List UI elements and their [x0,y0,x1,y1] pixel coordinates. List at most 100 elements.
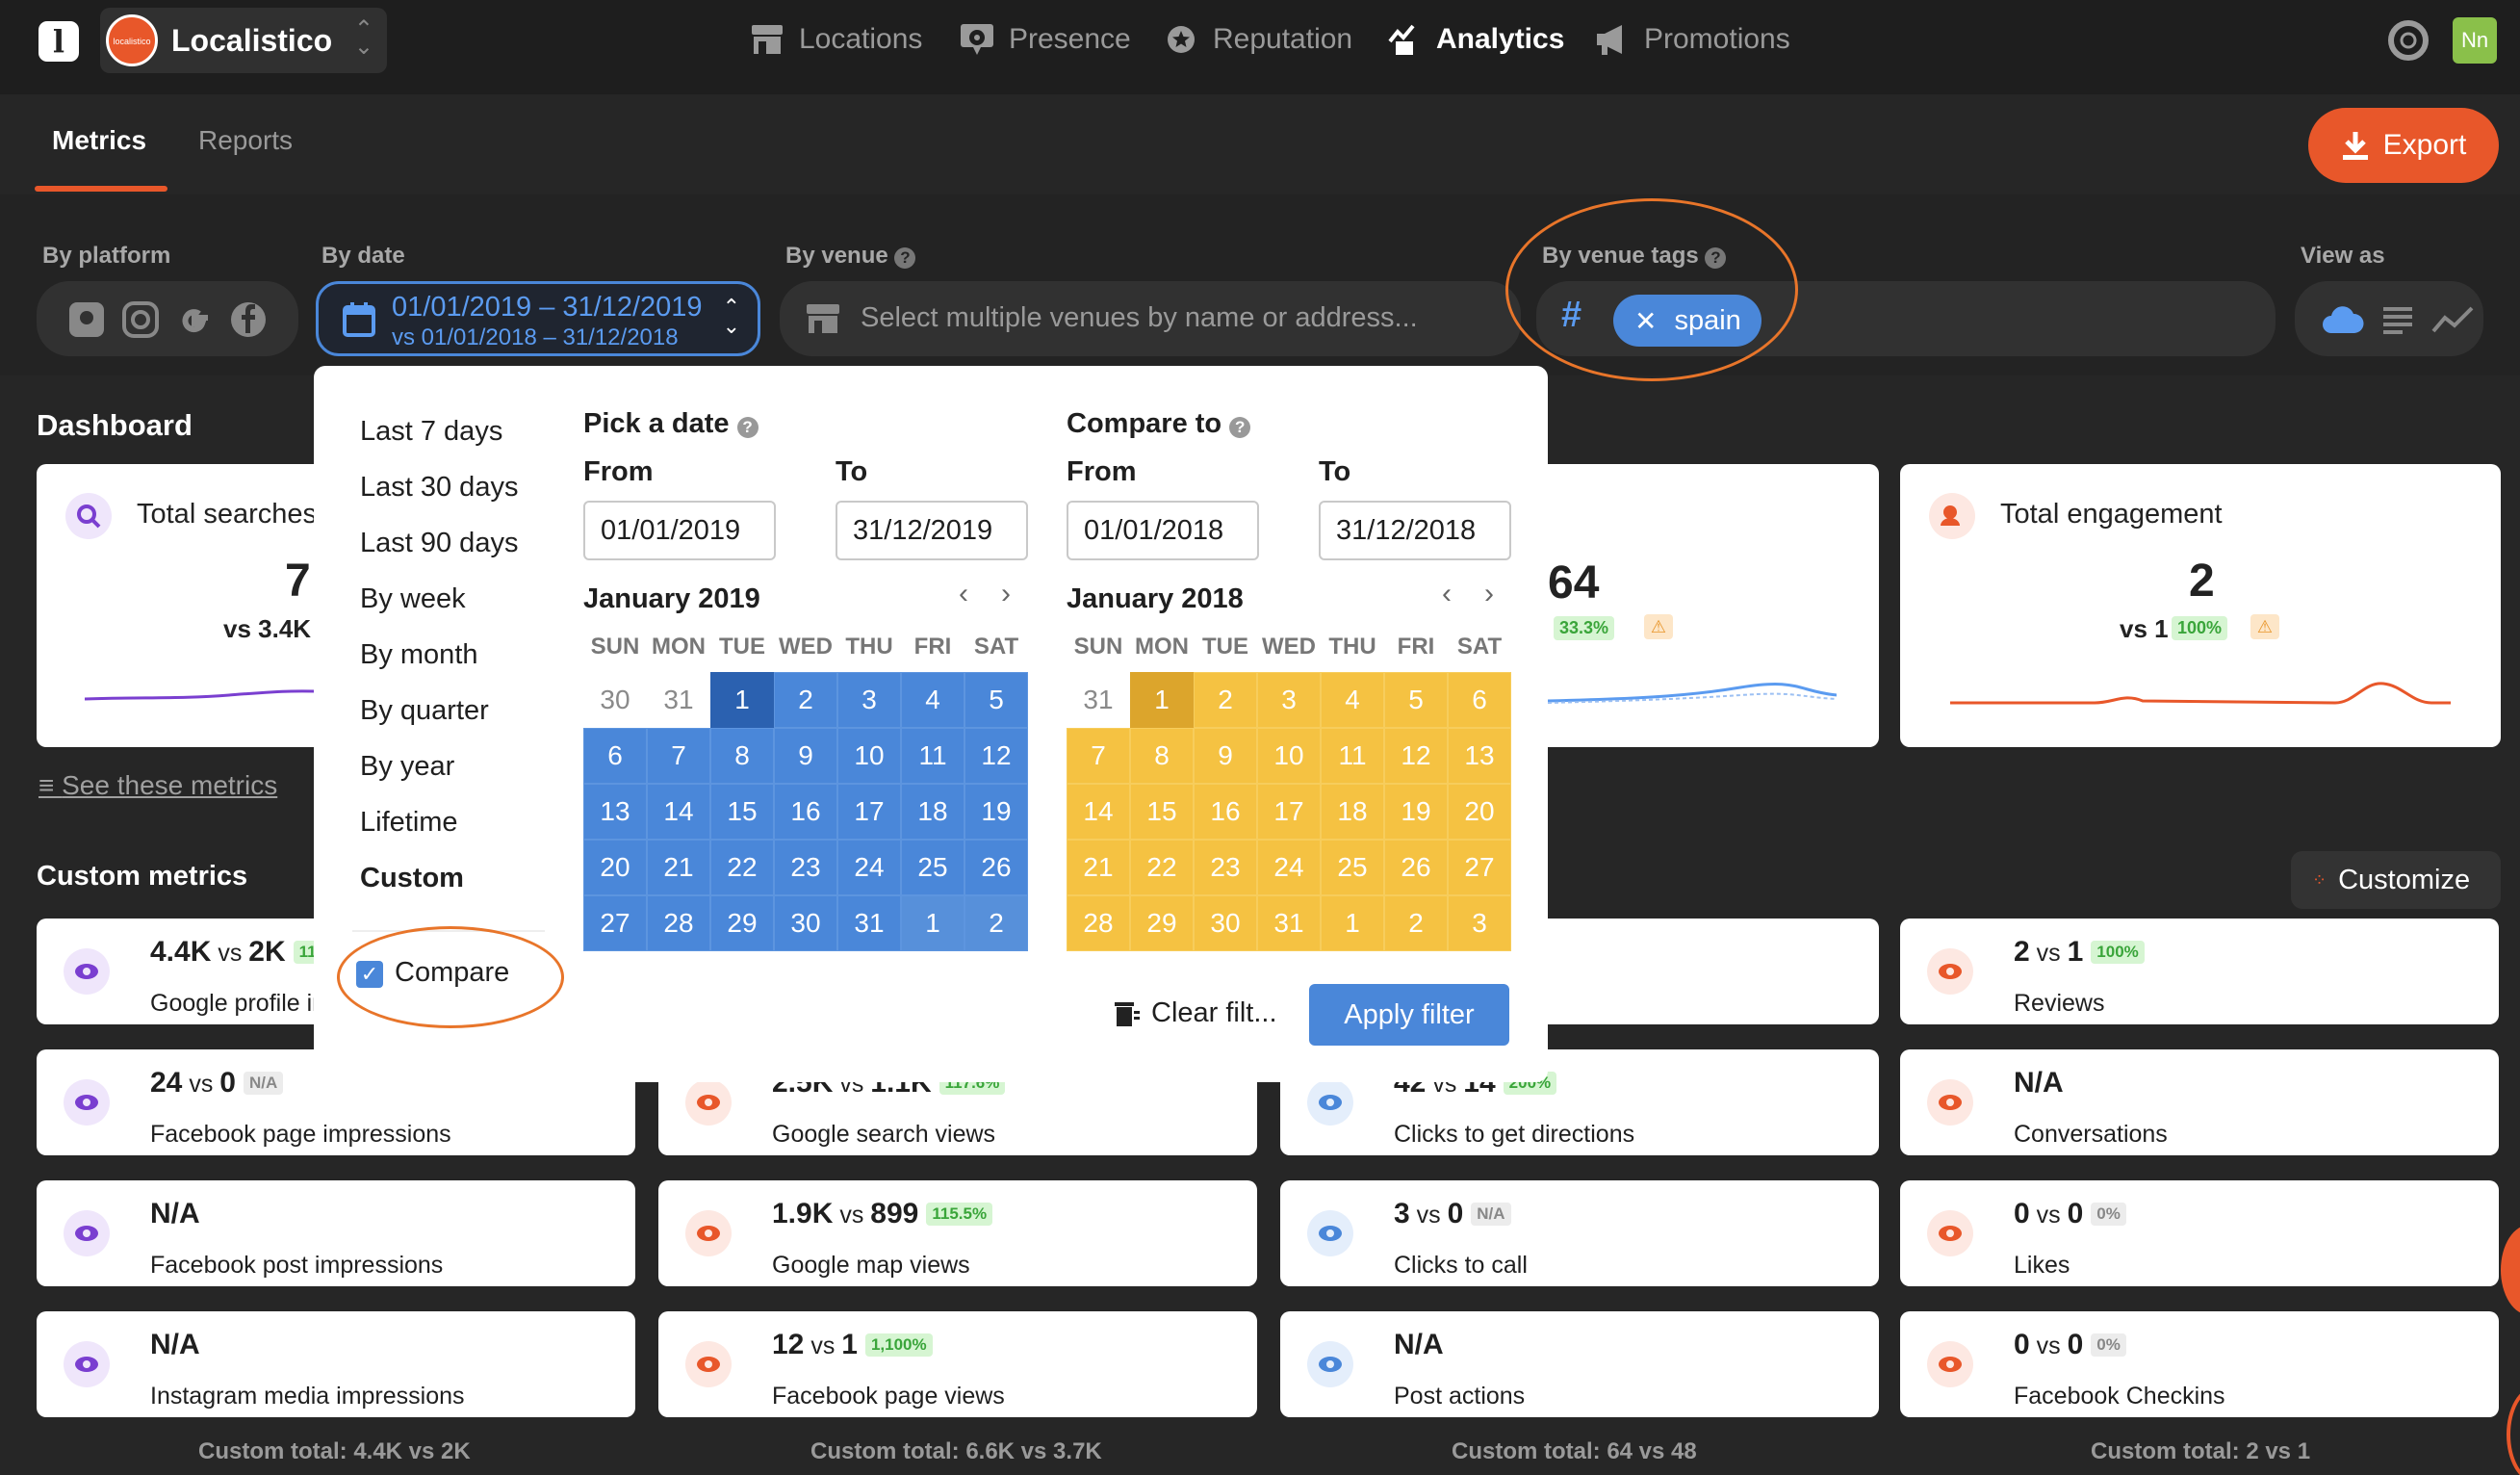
nav-locations[interactable]: Locations [749,17,922,62]
calendar-day[interactable]: 5 [1384,672,1448,728]
calendar-day[interactable]: 20 [583,840,647,895]
calendar-day[interactable]: 22 [1130,840,1194,895]
calendar-day[interactable]: 1 [1321,895,1384,951]
nav-reputation[interactable]: Reputation [1163,17,1352,62]
clear-filter-button[interactable]: Clear filt... [1113,997,1277,1029]
metric-card[interactable]: 0 vs 0 0% Likes [1900,1180,2499,1286]
calendar-day[interactable]: 4 [901,672,964,728]
calendar-day[interactable]: 21 [647,840,710,895]
help-lifebuoy-icon[interactable] [2387,19,2430,62]
venue-search-input[interactable]: Select multiple venues by name or addres… [780,281,1521,356]
calendar-day[interactable]: 29 [1130,895,1194,951]
calendar-day[interactable]: 7 [647,728,710,784]
calendar-day[interactable]: 3 [1257,672,1321,728]
pick-to-input[interactable]: 31/12/2019 [836,501,1028,560]
calendar-day[interactable]: 14 [1067,784,1130,840]
account-switcher[interactable]: localistico Localistico ⌃ ⌄ [100,8,387,73]
calendar-day[interactable]: 2 [774,672,837,728]
calendar-day[interactable]: 31 [1257,895,1321,951]
metric-card[interactable]: N/A Conversations [1900,1049,2499,1155]
calendar-day[interactable]: 20 [1448,784,1511,840]
calendar-day[interactable]: 11 [901,728,964,784]
metric-card[interactable]: 0 vs 0 0% Facebook Checkins [1900,1311,2499,1417]
calendar-day[interactable]: 2 [1384,895,1448,951]
calendar-day[interactable]: 1 [710,672,774,728]
tab-metrics[interactable]: Metrics [52,125,147,155]
line-chart-icon[interactable] [2431,304,2474,335]
calendar-day[interactable]: 15 [1130,784,1194,840]
chevron-right-icon[interactable]: › [1001,578,1011,609]
calendar-day[interactable]: 13 [583,784,647,840]
preset-by-year[interactable]: By year [360,751,455,782]
metric-card[interactable]: 3 vs 0 N/A Clicks to call [1280,1180,1879,1286]
google-icon[interactable] [175,300,214,339]
compare-from-input[interactable]: 01/01/2018 [1067,501,1259,560]
calendar-day[interactable]: 28 [647,895,710,951]
calendar-day[interactable]: 8 [1130,728,1194,784]
calendar-day[interactable]: 31 [1083,685,1114,714]
calendar-day[interactable]: 16 [774,784,837,840]
calendar-day[interactable]: 3 [1448,895,1511,951]
instagram-icon[interactable] [121,300,160,339]
calendar-day[interactable]: 23 [774,840,837,895]
calendar-day[interactable]: 13 [1448,728,1511,784]
export-button[interactable]: Export [2308,108,2499,183]
calendar-day[interactable]: 11 [1321,728,1384,784]
preset-last-7-days[interactable]: Last 7 days [360,416,503,447]
calendar-day[interactable]: 31 [663,685,694,714]
calendar-day[interactable]: 4 [1321,672,1384,728]
preset-by-quarter[interactable]: By quarter [360,695,489,726]
metric-card[interactable]: 2 vs 1 100% Reviews [1900,919,2499,1024]
calendar-day[interactable]: 31 [837,895,901,951]
calendar-day[interactable]: 2 [964,895,1028,951]
calendar-day[interactable]: 21 [1067,840,1130,895]
customize-button[interactable]: ⁘ Customize [2291,851,2501,909]
preset-last-90-days[interactable]: Last 90 days [360,528,519,558]
calendar-day[interactable]: 19 [964,784,1028,840]
calendar-day[interactable]: 19 [1384,784,1448,840]
calendar-day[interactable]: 29 [710,895,774,951]
preset-lifetime[interactable]: Lifetime [360,807,458,838]
chevron-left-icon[interactable]: ‹ [959,578,968,609]
preset-custom[interactable]: Custom [360,863,464,893]
calendar-day[interactable]: 1 [901,895,964,951]
preset-by-week[interactable]: By week [360,583,466,614]
chevron-left-icon[interactable]: ‹ [1442,578,1452,609]
metric-card[interactable]: 1.9K vs 899 115.5% Google map views [658,1180,1257,1286]
calendar-day[interactable]: 2 [1194,672,1257,728]
calendar-day[interactable]: 22 [710,840,774,895]
calendar-day[interactable]: 15 [710,784,774,840]
calendar-day[interactable]: 9 [1194,728,1257,784]
calendar-day[interactable]: 24 [837,840,901,895]
calendar-day[interactable]: 30 [600,685,630,714]
platform-filter[interactable] [37,281,298,356]
calendar-day[interactable]: 16 [1194,784,1257,840]
calendar-day[interactable]: 12 [964,728,1028,784]
calendar-day[interactable]: 18 [1321,784,1384,840]
calendar-day[interactable]: 14 [647,784,710,840]
calendar-day[interactable]: 25 [901,840,964,895]
calendar-day[interactable]: 6 [1448,672,1511,728]
calendar-day[interactable]: 18 [901,784,964,840]
user-avatar[interactable]: Nn [2453,17,2497,64]
calendar-day[interactable]: 27 [583,895,647,951]
calendar-day[interactable]: 23 [1194,840,1257,895]
nav-promotions[interactable]: Promotions [1594,17,1790,62]
calendar-day[interactable]: 30 [774,895,837,951]
facebook-icon[interactable] [229,300,268,339]
view-as-switcher[interactable] [2295,281,2483,356]
app-logo[interactable]: l [39,21,79,62]
calendar-day[interactable]: 28 [1067,895,1130,951]
nav-presence[interactable]: Presence [959,17,1131,62]
calendar-day[interactable]: 5 [964,672,1028,728]
calendar-day[interactable]: 7 [1067,728,1130,784]
calendar-day[interactable]: 30 [1194,895,1257,951]
metric-card[interactable]: N/A Facebook post impressions [37,1180,635,1286]
calendar-day[interactable]: 27 [1448,840,1511,895]
calendar-day[interactable]: 9 [774,728,837,784]
cloud-icon[interactable] [2322,304,2364,335]
apply-filter-button[interactable]: Apply filter [1309,984,1509,1046]
dashboard-card-engagement[interactable]: Total engagement 2 vs 1 100% ⚠ [1900,464,2501,747]
calendar-day[interactable]: 10 [837,728,901,784]
compare-to-input[interactable]: 31/12/2018 [1319,501,1511,560]
